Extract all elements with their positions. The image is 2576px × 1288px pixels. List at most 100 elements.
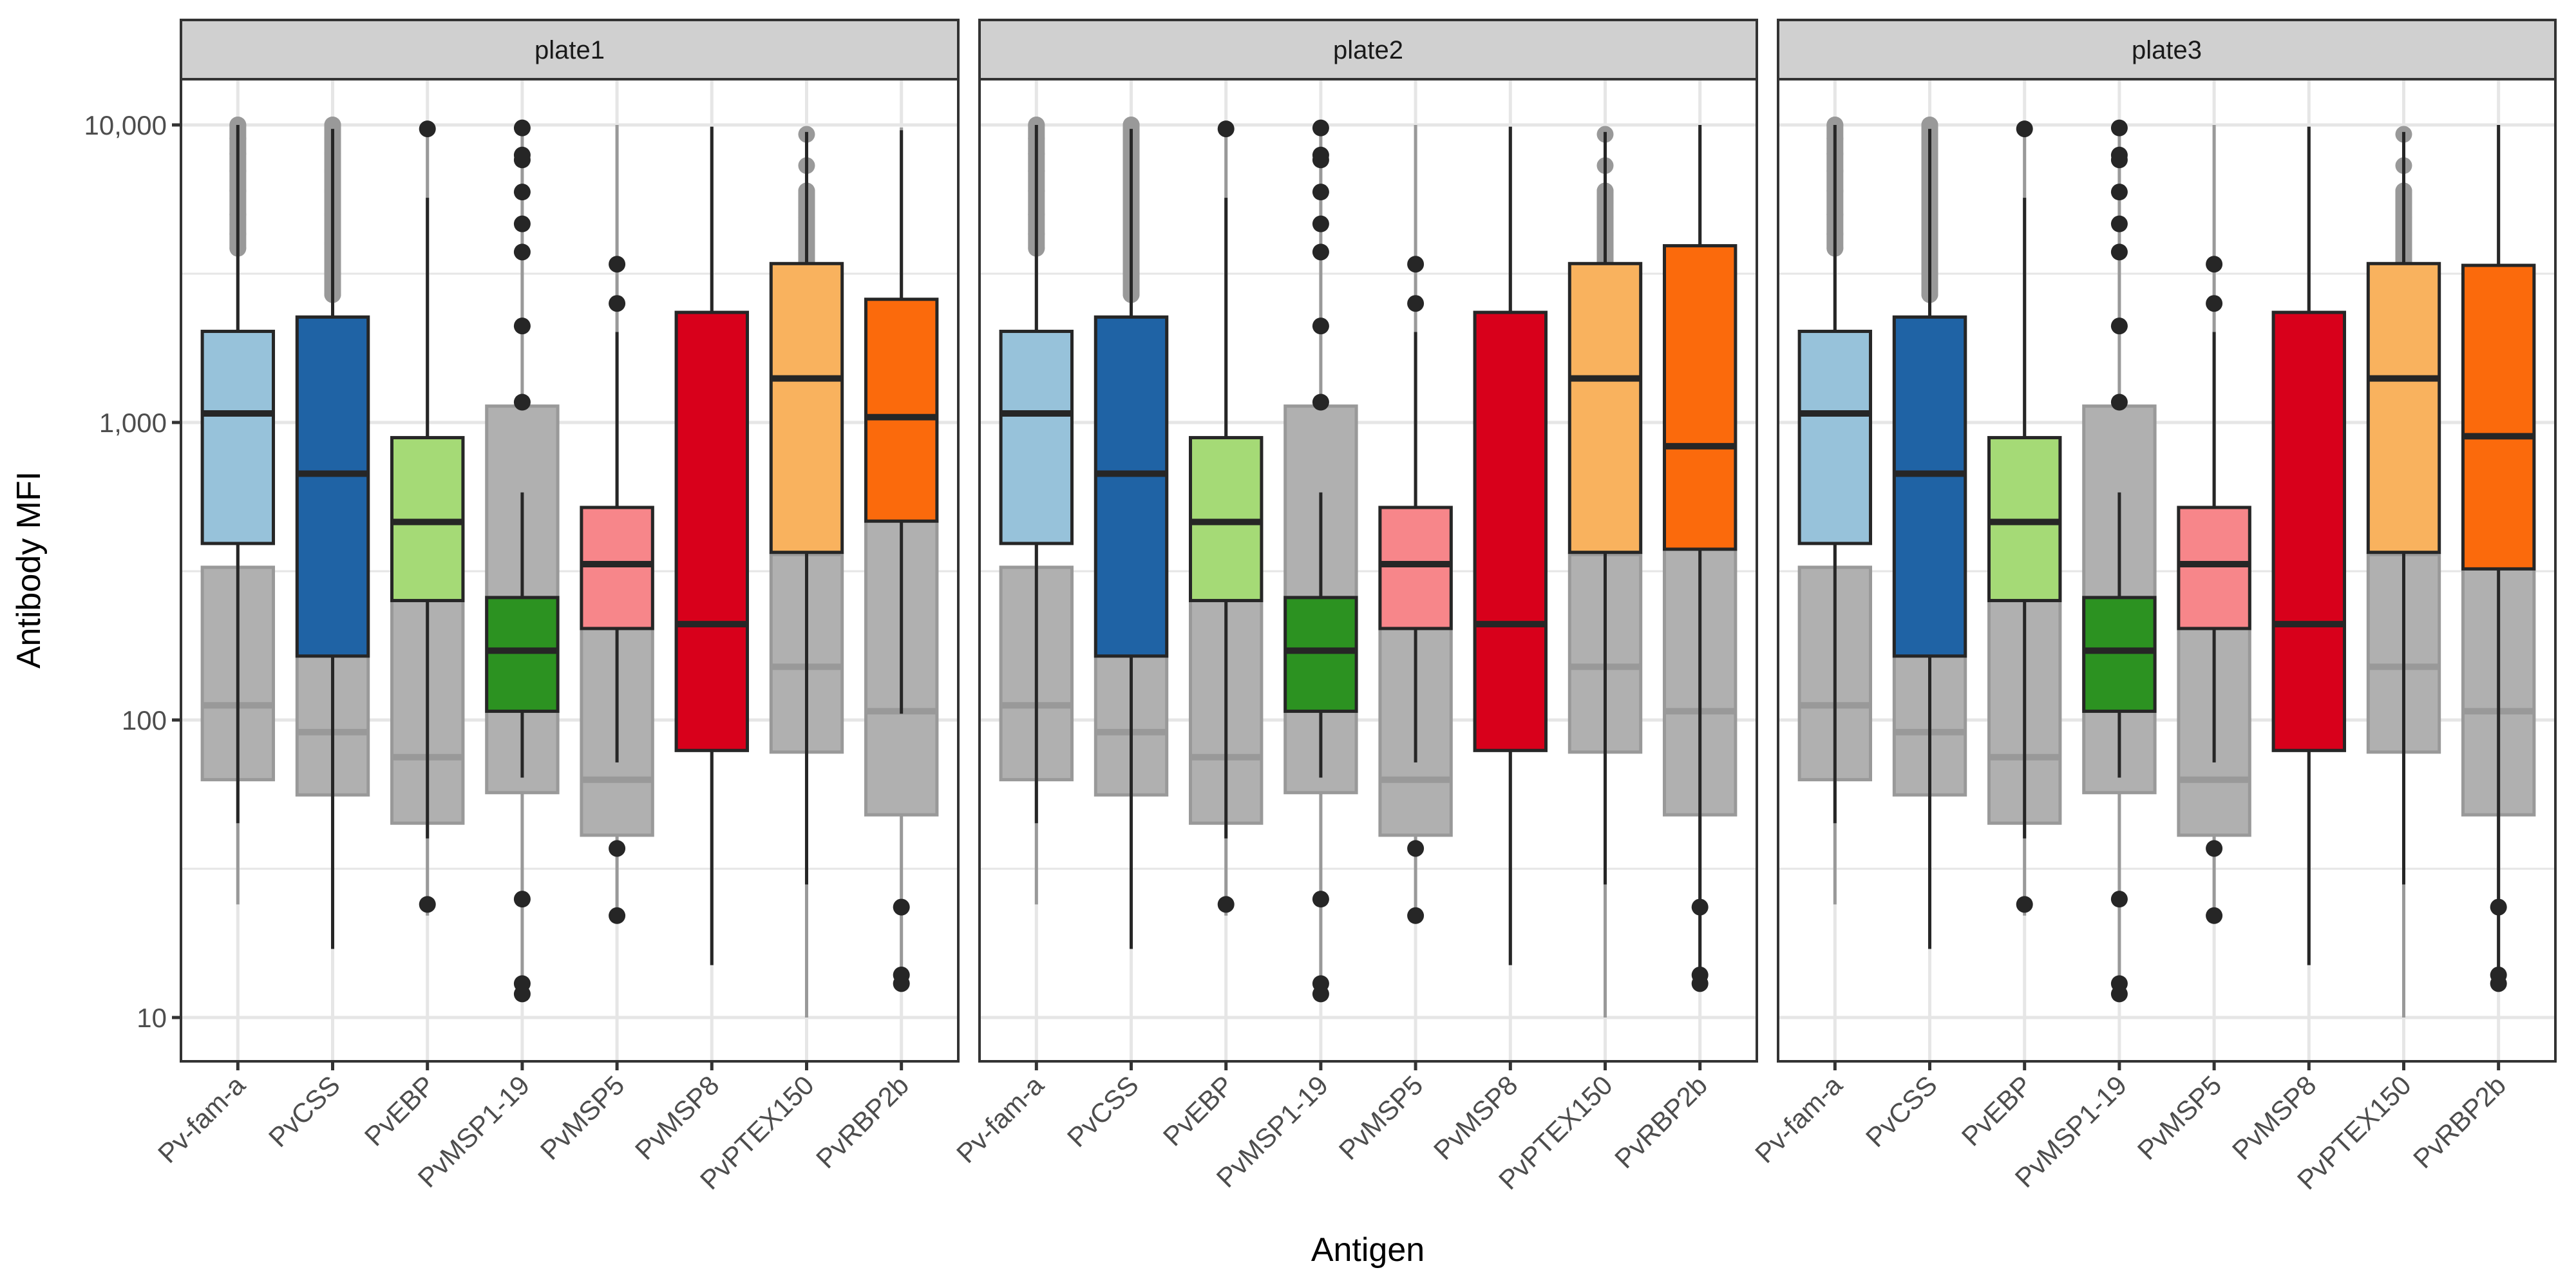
box-Pv-fam-a: [999, 125, 1074, 824]
box-PvRBP2b: [864, 130, 939, 714]
outlier-point: [2016, 896, 2033, 913]
y-tick-label: 1,000: [99, 408, 167, 438]
panel-border: [180, 78, 960, 1063]
facet-strip: [180, 19, 960, 80]
outlier-point: [609, 295, 626, 312]
box: [1662, 244, 1738, 551]
outlier-point: [2110, 985, 2128, 1003]
panel-plot-area: [181, 79, 958, 1061]
outlier-point: [1407, 840, 1425, 857]
outlier-point: [513, 985, 531, 1003]
panel-plot-area: [980, 79, 1757, 1061]
outlier-point: [2016, 120, 2033, 138]
box-PvPTEX150: [2366, 131, 2441, 885]
y-axis: 10 100 1,000 10,000: [84, 110, 181, 1033]
outlier-point: [2206, 907, 2223, 924]
outlier-point: [1407, 256, 1425, 273]
outlier-point: [893, 898, 910, 916]
outlier-point: [2110, 243, 2128, 261]
box-PvEBP: [1987, 198, 2062, 838]
box: [2082, 596, 2157, 713]
outlier-point: [1312, 393, 1329, 411]
box: [1797, 330, 1873, 545]
outlier-point: [893, 975, 910, 992]
box-PvMSP1-19: [485, 492, 560, 778]
outlier-point: [1312, 317, 1329, 335]
box-PvMSP5: [1378, 332, 1453, 762]
box-PvMSP5: [580, 332, 654, 762]
y-axis-title: Antibody MFI: [10, 471, 48, 668]
box-PvMSP8: [674, 126, 749, 965]
outlier-point: [513, 317, 531, 335]
outlier-point: [513, 184, 531, 201]
facet-strip-label: plate3: [2132, 36, 2202, 64]
outlier-point: [1312, 243, 1329, 261]
box-PvMSP1-19: [2082, 492, 2157, 778]
box: [1283, 596, 1358, 713]
facet-strip-label: plate2: [1333, 36, 1403, 64]
outlier-point: [2110, 393, 2128, 411]
outlier-point: [2206, 295, 2223, 312]
box-PvMSP8: [2271, 126, 2346, 965]
box: [2461, 263, 2536, 571]
outlier-point: [2110, 317, 2128, 335]
facet-strip-label: plate1: [535, 36, 605, 64]
x-axis-title: Antigen: [1311, 1231, 1425, 1269]
outlier-point: [1407, 907, 1425, 924]
outlier-point: [609, 840, 626, 857]
box: [295, 315, 370, 658]
outlier-point: [2206, 256, 2223, 273]
box: [769, 261, 844, 554]
outlier-point: [2110, 151, 2128, 169]
panel-border: [1777, 78, 2557, 1063]
box-PvCSS: [1094, 129, 1169, 949]
box: [2271, 310, 2346, 752]
box: [1567, 261, 1643, 554]
outlier-point: [513, 393, 531, 411]
box: [485, 596, 560, 713]
box: [999, 330, 1074, 545]
facet-strip: [978, 19, 1758, 80]
box-PvMSP8: [1473, 126, 1548, 965]
outlier-point: [2110, 119, 2128, 137]
outlier-point: [609, 256, 626, 273]
box-Pv-fam-a: [1797, 125, 1873, 824]
outlier-point: [513, 215, 531, 232]
box-PvPTEX150: [769, 131, 844, 885]
outlier-point: [2110, 184, 2128, 201]
outlier-point: [1407, 295, 1425, 312]
box-PvCSS: [295, 129, 370, 949]
y-tick-label: 100: [122, 705, 167, 735]
box: [2366, 261, 2441, 554]
box: [864, 298, 939, 523]
outlier-point: [513, 243, 531, 261]
box: [2177, 506, 2251, 630]
box-PvCSS: [1892, 129, 1967, 949]
outlier-point: [2110, 215, 2128, 232]
outlier-point: [1217, 120, 1235, 138]
outlier-point: [419, 896, 436, 913]
outlier-point: [1312, 215, 1329, 232]
box-PvMSP1-19: [1283, 492, 1358, 778]
box-Pv-fam-a: [200, 125, 276, 824]
outlier-point: [1312, 184, 1329, 201]
outlier-point: [2110, 891, 2128, 908]
outlier-point: [1312, 985, 1329, 1003]
box: [1892, 315, 1967, 658]
box: [580, 506, 654, 630]
box-PvPTEX150: [1567, 131, 1643, 885]
box-PvEBP: [390, 198, 465, 838]
box-PvMSP5: [2177, 332, 2251, 762]
y-tick-label: 10,000: [84, 110, 167, 140]
y-tick-label: 10: [137, 1003, 167, 1033]
box: [674, 310, 749, 752]
box-PvRBP2b: [2461, 125, 2536, 984]
outlier-point: [609, 907, 626, 924]
outlier-point: [513, 151, 531, 169]
outlier-point: [513, 119, 531, 137]
